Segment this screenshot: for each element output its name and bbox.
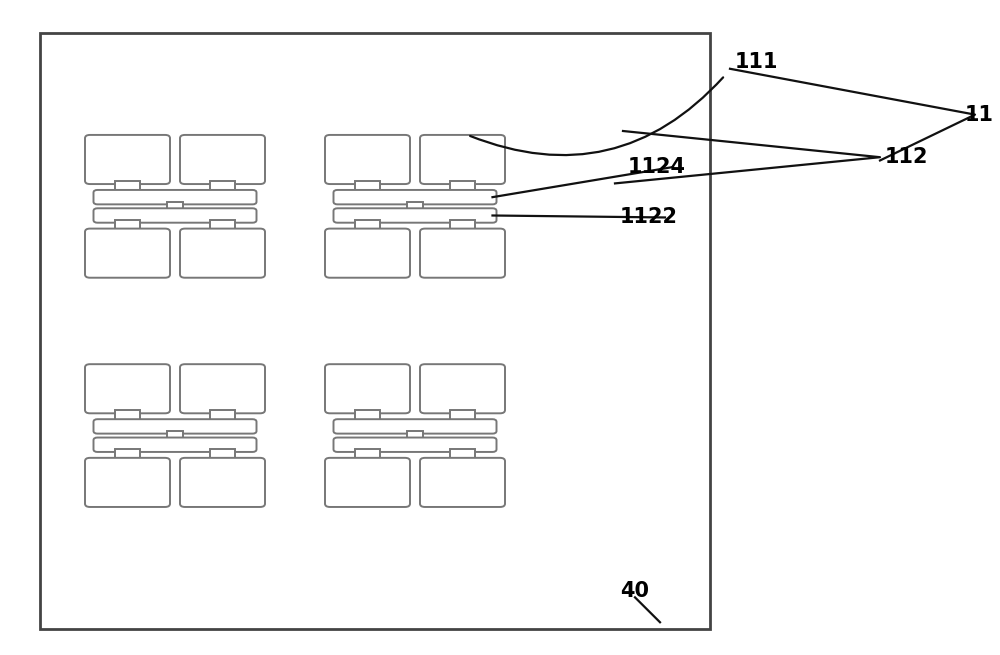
Bar bbox=[210, 410, 235, 422]
Bar bbox=[40, 33, 710, 629]
Text: 11: 11 bbox=[965, 105, 994, 124]
FancyBboxPatch shape bbox=[85, 135, 170, 184]
FancyBboxPatch shape bbox=[333, 438, 496, 452]
Bar bbox=[355, 220, 380, 232]
Bar bbox=[450, 220, 475, 232]
Bar bbox=[210, 220, 235, 232]
FancyBboxPatch shape bbox=[85, 364, 170, 413]
FancyBboxPatch shape bbox=[325, 135, 410, 184]
FancyBboxPatch shape bbox=[180, 229, 265, 278]
FancyBboxPatch shape bbox=[333, 419, 496, 434]
FancyBboxPatch shape bbox=[93, 438, 256, 452]
Bar bbox=[210, 181, 235, 193]
Text: 1124: 1124 bbox=[628, 157, 686, 177]
FancyBboxPatch shape bbox=[180, 364, 265, 413]
Bar bbox=[167, 431, 183, 440]
FancyBboxPatch shape bbox=[420, 229, 505, 278]
FancyBboxPatch shape bbox=[180, 135, 265, 184]
FancyBboxPatch shape bbox=[325, 364, 410, 413]
FancyBboxPatch shape bbox=[420, 364, 505, 413]
Bar bbox=[450, 449, 475, 461]
Bar bbox=[210, 449, 235, 461]
Bar bbox=[115, 410, 140, 422]
FancyBboxPatch shape bbox=[180, 458, 265, 507]
Bar bbox=[355, 181, 380, 193]
FancyBboxPatch shape bbox=[93, 190, 256, 204]
Bar bbox=[407, 431, 423, 440]
FancyBboxPatch shape bbox=[85, 229, 170, 278]
FancyBboxPatch shape bbox=[333, 208, 496, 223]
Bar bbox=[115, 181, 140, 193]
Bar bbox=[450, 181, 475, 193]
FancyBboxPatch shape bbox=[333, 190, 496, 204]
Bar bbox=[355, 449, 380, 461]
Bar bbox=[115, 449, 140, 461]
FancyBboxPatch shape bbox=[85, 458, 170, 507]
Bar bbox=[450, 410, 475, 422]
Bar bbox=[407, 202, 423, 211]
Bar bbox=[167, 202, 183, 211]
FancyBboxPatch shape bbox=[420, 135, 505, 184]
FancyBboxPatch shape bbox=[325, 458, 410, 507]
Bar bbox=[355, 410, 380, 422]
Text: 112: 112 bbox=[885, 147, 928, 167]
FancyBboxPatch shape bbox=[325, 229, 410, 278]
FancyBboxPatch shape bbox=[420, 458, 505, 507]
Text: 40: 40 bbox=[620, 581, 649, 601]
Text: 1122: 1122 bbox=[620, 208, 678, 227]
Text: 111: 111 bbox=[735, 52, 778, 72]
FancyBboxPatch shape bbox=[93, 419, 256, 434]
FancyBboxPatch shape bbox=[93, 208, 256, 223]
Bar bbox=[115, 220, 140, 232]
